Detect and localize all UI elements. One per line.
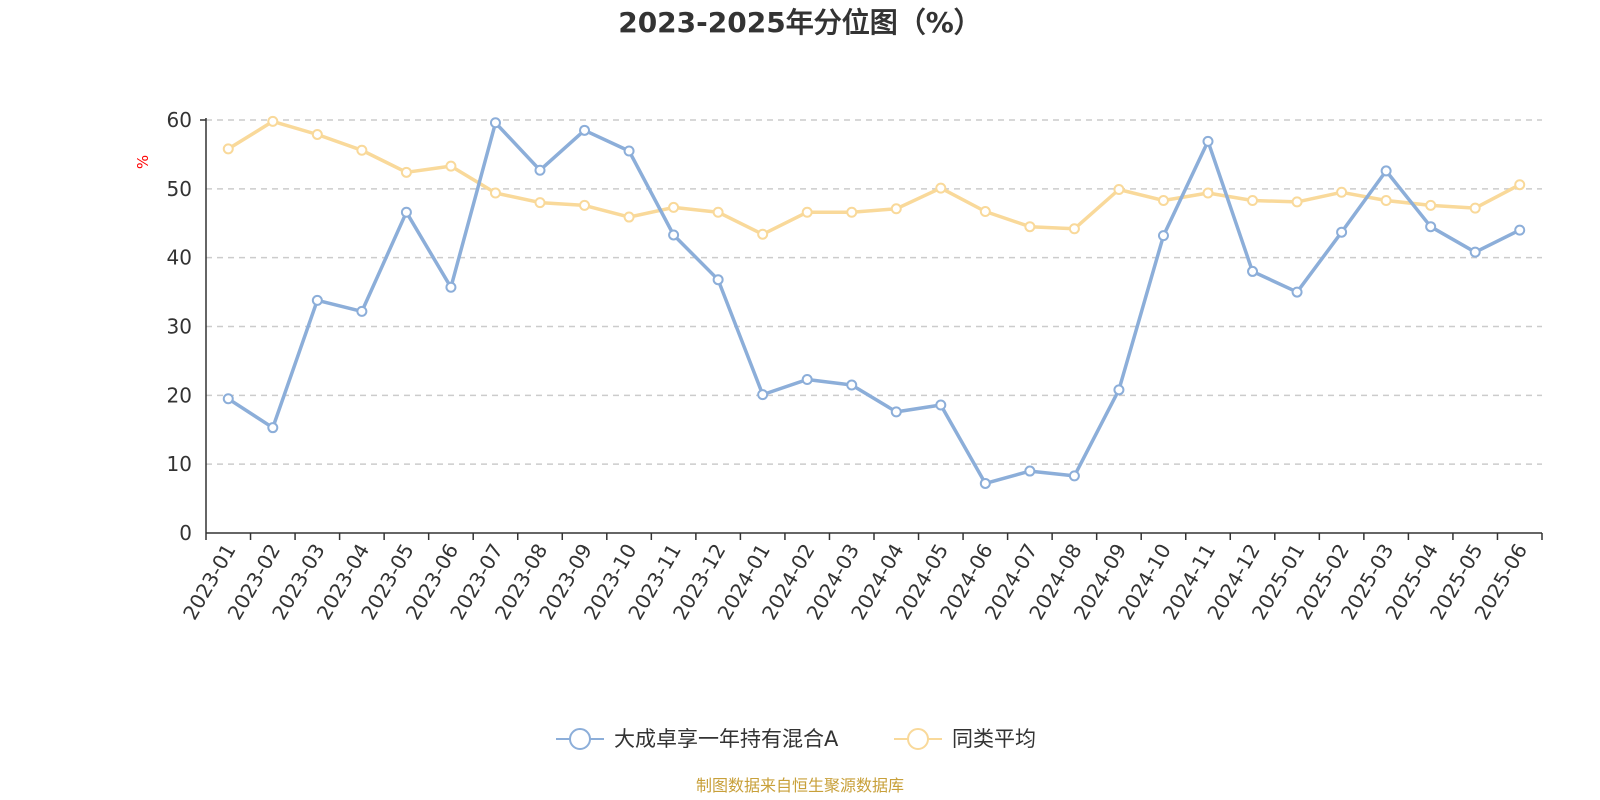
data-point (1336, 186, 1348, 198)
data-point (1425, 221, 1437, 233)
data-point (400, 206, 412, 218)
data-point (1202, 187, 1214, 199)
data-point (1157, 195, 1169, 207)
data-point (267, 422, 279, 434)
grid-lines (206, 119, 1542, 465)
series-fund (222, 117, 1526, 489)
legend-item-fund[interactable]: 大成卓享一年持有混合A (556, 727, 839, 751)
legend-fund-label: 大成卓享一年持有混合A (614, 727, 839, 751)
data-point (935, 182, 947, 194)
data-point (623, 211, 635, 223)
data-point (1514, 224, 1526, 236)
y-tick-label: 0 (179, 521, 192, 545)
data-point (890, 406, 902, 418)
data-point (979, 206, 991, 218)
data-point (1247, 195, 1259, 207)
y-tick-label: 20 (167, 383, 192, 407)
data-point (222, 143, 234, 155)
data-point (846, 206, 858, 218)
data-point (311, 128, 323, 140)
data-point (1157, 230, 1169, 242)
data-point (1113, 384, 1125, 396)
y-tick-label: 60 (167, 108, 192, 132)
data-point (445, 160, 457, 172)
data-point (846, 379, 858, 391)
data-point (311, 294, 323, 306)
data-point (400, 166, 412, 178)
data-point (534, 164, 546, 176)
y-axis-unit: % (134, 155, 152, 169)
data-point (356, 144, 368, 156)
legend-average-marker (907, 728, 929, 750)
data-point (935, 399, 947, 411)
data-point (712, 206, 724, 218)
data-point (1514, 179, 1526, 191)
series-line (227, 121, 1521, 486)
data-point (979, 477, 991, 489)
data-point (1469, 246, 1481, 258)
data-point (668, 229, 680, 241)
data-point (489, 117, 501, 129)
data-point (267, 115, 279, 127)
data-point (489, 187, 501, 199)
data-point (1247, 265, 1259, 277)
series-line (227, 119, 1521, 237)
data-point (222, 393, 234, 405)
data-point (757, 228, 769, 240)
data-point (712, 274, 724, 286)
data-point (445, 281, 457, 293)
chart-title: 2023-2025年分位图（%） (618, 6, 982, 39)
data-point (1024, 221, 1036, 233)
x-tick-labels: 2023-012023-022023-032023-042023-052023-… (178, 539, 1532, 623)
data-point (1291, 286, 1303, 298)
data-point (801, 374, 813, 386)
legend-item-average[interactable]: 同类平均 (894, 727, 1036, 751)
axes (200, 118, 1543, 540)
data-point (1202, 135, 1214, 147)
data-point (1068, 470, 1080, 482)
data-point (1425, 199, 1437, 211)
data-point (1380, 195, 1392, 207)
y-tick-labels: 0 10 20 30 40 50 60 (167, 108, 192, 545)
data-point (1336, 226, 1348, 238)
legend: 大成卓享一年持有混合A 同类平均 (556, 727, 1036, 751)
data-source-note: 制图数据来自恒生聚源数据库 (696, 776, 904, 795)
data-point (1068, 223, 1080, 235)
data-point (801, 206, 813, 218)
data-point (668, 201, 680, 213)
y-tick-label: 50 (167, 177, 192, 201)
y-tick-label: 40 (167, 246, 192, 270)
data-point (757, 389, 769, 401)
data-point (623, 145, 635, 157)
data-point (579, 124, 591, 136)
legend-fund-marker (569, 728, 591, 750)
data-point (1291, 196, 1303, 208)
data-point (890, 203, 902, 215)
series-lines (222, 115, 1526, 489)
data-point (1469, 202, 1481, 214)
data-point (1113, 184, 1125, 196)
data-point (356, 305, 368, 317)
series-average (222, 115, 1526, 240)
data-point (534, 197, 546, 209)
legend-average-label: 同类平均 (952, 727, 1036, 751)
y-tick-label: 30 (167, 315, 192, 339)
data-point (1380, 165, 1392, 177)
data-point (1024, 465, 1036, 477)
data-point (579, 199, 591, 211)
y-tick-label: 10 (167, 452, 192, 476)
